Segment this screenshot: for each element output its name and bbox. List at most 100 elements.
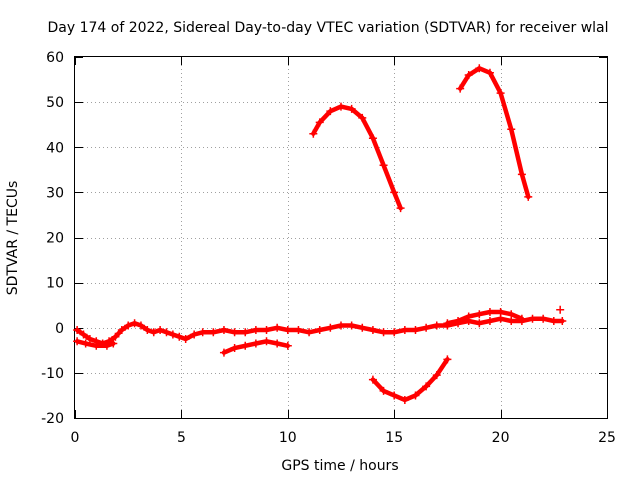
- data-point: [390, 391, 399, 400]
- data-point: [283, 326, 292, 335]
- data-point: [432, 371, 441, 380]
- data-point: [358, 113, 367, 122]
- data-point: [124, 321, 133, 330]
- data-point: [143, 326, 152, 335]
- y-tick-label: 10: [46, 276, 64, 292]
- data-point: [162, 328, 171, 337]
- y-tick-label: 50: [46, 95, 64, 111]
- x-axis-label: GPS time / hours: [281, 458, 398, 474]
- data-point: [111, 332, 120, 341]
- data-point: [73, 337, 82, 346]
- data-point: [315, 326, 324, 335]
- x-tick-label: 20: [492, 430, 510, 446]
- series-track-arc-18-21h: [457, 66, 531, 200]
- data-point: [326, 323, 335, 332]
- data-point: [517, 170, 526, 179]
- data-point: [209, 328, 218, 337]
- data-point: [230, 344, 239, 353]
- data-point: [175, 332, 184, 341]
- data-point: [528, 314, 537, 323]
- data-point: [73, 326, 82, 335]
- data-point: [390, 328, 399, 337]
- data-point: [273, 323, 282, 332]
- data-point: [358, 323, 367, 332]
- data-point: [262, 326, 271, 335]
- data-point: [539, 314, 548, 323]
- y-tick-label: 30: [46, 185, 64, 201]
- y-tick-label: 40: [46, 140, 64, 156]
- data-point: [422, 382, 431, 391]
- data-point: [130, 319, 139, 328]
- data-point: [454, 316, 463, 325]
- data-point: [251, 339, 260, 348]
- data-series: [73, 64, 567, 404]
- y-tick-label: -10: [41, 366, 64, 382]
- x-tick-label: 5: [177, 430, 186, 446]
- data-point: [496, 314, 505, 323]
- data-point: [464, 312, 473, 321]
- y-tick-label: -20: [41, 411, 64, 427]
- data-point: [230, 328, 239, 337]
- data-point: [347, 321, 356, 330]
- data-point: [549, 316, 558, 325]
- data-point: [368, 326, 377, 335]
- data-point: [400, 395, 409, 404]
- data-point: [524, 192, 533, 201]
- data-point: [379, 386, 388, 395]
- data-point: [507, 316, 516, 325]
- data-point: [283, 341, 292, 350]
- data-point: [390, 188, 399, 197]
- data-point: [117, 326, 126, 335]
- data-point: [294, 326, 303, 335]
- grid: [75, 57, 607, 418]
- data-point: [181, 335, 190, 344]
- y-tick-labels: -20 -10 0 10 20 30 40 50 60: [41, 50, 64, 427]
- data-point: [496, 89, 505, 98]
- data-point: [198, 328, 207, 337]
- x-tick-label: 0: [71, 430, 80, 446]
- data-point: [496, 307, 505, 316]
- data-point: [443, 319, 452, 328]
- data-point: [456, 84, 465, 93]
- data-point: [337, 102, 345, 111]
- data-point: [81, 339, 90, 348]
- data-point: [422, 323, 431, 332]
- data-point: [273, 339, 282, 348]
- data-point: [379, 328, 388, 337]
- data-point: [475, 310, 484, 319]
- data-point: [109, 339, 118, 348]
- x-tick-labels: 0 5 10 15 20 25: [71, 430, 616, 446]
- chart-title: Day 174 of 2022, Sidereal Day-to-day VTE…: [47, 20, 608, 36]
- data-point: [309, 129, 318, 138]
- data-point: [475, 319, 484, 328]
- x-tick-label: 25: [598, 430, 616, 446]
- data-point: [368, 134, 377, 143]
- data-point: [92, 341, 101, 350]
- data-point: [219, 348, 228, 357]
- data-point: [337, 321, 345, 330]
- data-point: [156, 326, 165, 335]
- data-point: [475, 64, 484, 73]
- data-point: [464, 71, 473, 80]
- plot-frame: [74, 56, 608, 419]
- axis-ticks: [75, 57, 608, 419]
- data-point: [432, 321, 441, 330]
- data-point: [102, 341, 111, 350]
- data-point: [347, 104, 356, 113]
- y-tick-label: 20: [46, 231, 64, 247]
- data-point: [241, 328, 250, 337]
- data-point: [485, 307, 494, 316]
- data-point: [400, 326, 409, 335]
- data-point: [411, 326, 420, 335]
- data-point: [262, 337, 271, 346]
- data-point: [485, 316, 494, 325]
- y-axis-label: SDTVAR / TECUs: [5, 181, 21, 296]
- data-point: [219, 326, 228, 335]
- data-point: [305, 328, 314, 337]
- data-point: [411, 391, 420, 400]
- outlier-point: [556, 305, 565, 314]
- data-point: [485, 68, 494, 77]
- data-point: [368, 375, 377, 384]
- data-point: [149, 328, 158, 337]
